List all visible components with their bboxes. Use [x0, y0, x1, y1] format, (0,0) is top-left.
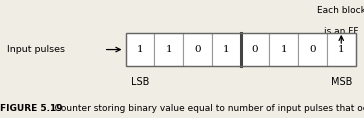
Bar [269, 33, 298, 66]
Text: is an FF: is an FF [324, 27, 359, 36]
Text: 1: 1 [223, 45, 230, 54]
Text: Input pulses: Input pulses [7, 45, 65, 54]
Bar [183, 33, 212, 66]
Text: 0: 0 [252, 45, 258, 54]
Text: 1: 1 [136, 45, 143, 54]
Text: MSB: MSB [331, 77, 352, 87]
Bar [126, 33, 154, 66]
Text: 1: 1 [338, 45, 345, 54]
Text: 1: 1 [280, 45, 287, 54]
Bar [298, 33, 327, 66]
Text: 0: 0 [309, 45, 316, 54]
Text: Counter storing binary value equal to number of input pulses that occurred.: Counter storing binary value equal to nu… [46, 104, 364, 113]
Bar [154, 33, 183, 66]
Text: FIGURE 5.19: FIGURE 5.19 [0, 104, 63, 113]
Text: Each block: Each block [317, 6, 364, 15]
Text: 0: 0 [194, 45, 201, 54]
Bar [327, 33, 356, 66]
Bar [241, 33, 269, 66]
Bar [126, 33, 356, 66]
Bar [212, 33, 241, 66]
Text: 1: 1 [165, 45, 172, 54]
Text: LSB: LSB [131, 77, 149, 87]
